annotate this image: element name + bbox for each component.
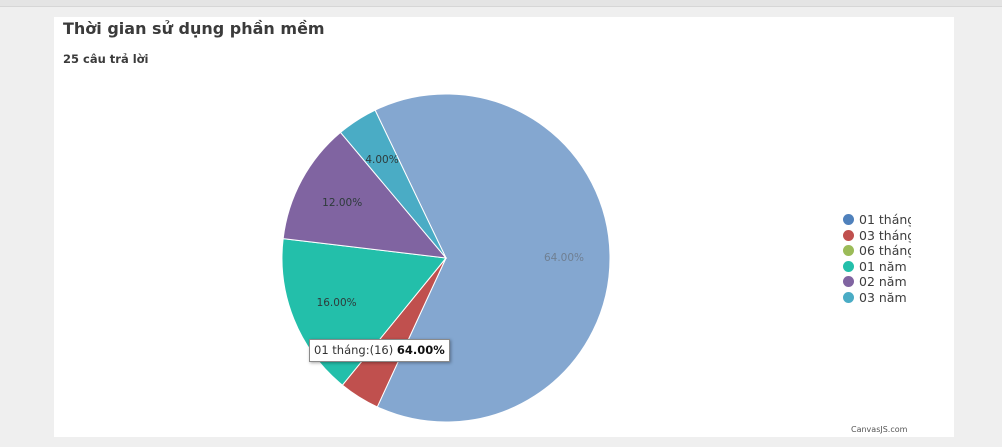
tooltip-count: (16): [369, 343, 394, 357]
legend-label: 03 năm: [859, 289, 907, 305]
legend-label: 06 tháng: [859, 243, 911, 259]
chart-tooltip: 01 tháng:(16) 64.00%: [309, 339, 450, 362]
legend-label: 01 năm: [859, 258, 907, 274]
legend-marker-icon: [843, 229, 854, 241]
pie-label-5: 12.00%: [322, 197, 362, 209]
legend-marker-icon: [843, 291, 854, 303]
tooltip-label: 01 tháng:: [314, 343, 370, 357]
legend-item[interactable]: 06 tháng: [843, 243, 911, 259]
chart-title: Thời gian sử dụng phần mềm: [63, 19, 325, 38]
legend-label: 02 năm: [859, 274, 907, 290]
chart-card: Thời gian sử dụng phần mềm 25 câu trả lờ…: [54, 17, 954, 437]
top-bar: [0, 0, 1002, 7]
legend-marker-icon: [843, 214, 854, 225]
legend-marker-icon: [843, 245, 854, 257]
response-count: 25 câu trả lời: [63, 52, 149, 66]
legend-item[interactable]: 01 năm: [843, 259, 911, 275]
tooltip-percent: 64.00%: [396, 343, 445, 357]
pie-chart[interactable]: 64.00%4.00%16.00%12.00%4.00%: [54, 17, 954, 437]
pie-slice-6[interactable]: [339, 109, 447, 259]
legend-label: 03 tháng: [859, 227, 911, 243]
legend-label: 01 tháng: [859, 212, 911, 227]
legend-marker-icon: [843, 260, 854, 272]
legend-item[interactable]: 03 năm: [843, 290, 911, 306]
legend-item[interactable]: 03 tháng: [843, 228, 911, 244]
pie-label-1: 64.00%: [544, 252, 584, 264]
legend-item[interactable]: 02 năm: [843, 274, 911, 290]
legend-marker-icon: [843, 276, 854, 288]
canvasjs-credit[interactable]: CanvasJS.com: [851, 425, 908, 434]
pie-slice-5[interactable]: [282, 131, 448, 259]
chart-legend: 01 tháng 03 tháng 06 tháng 01 năm 02 năm 03 n…: [843, 212, 911, 306]
pie-label-6: 4.00%: [365, 154, 398, 166]
legend-item[interactable]: 01 tháng: [843, 212, 911, 228]
pie-label-4: 16.00%: [317, 297, 357, 309]
